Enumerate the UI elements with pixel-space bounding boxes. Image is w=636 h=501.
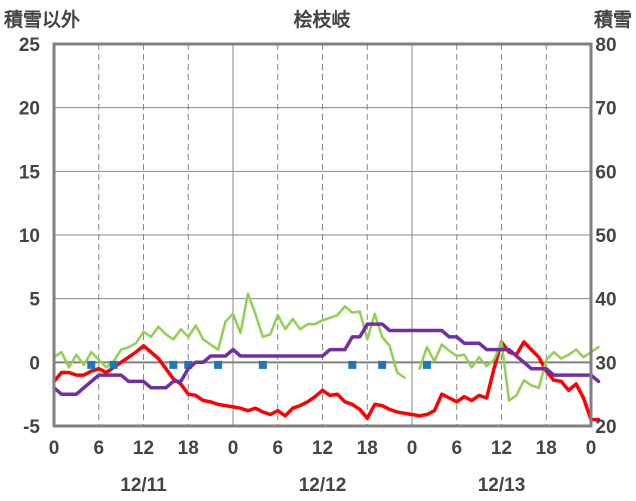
x-tick-label: 12 bbox=[133, 438, 154, 459]
x-tick-label: 12 bbox=[312, 438, 333, 459]
data-marker bbox=[258, 360, 267, 369]
x-tick-label: 0 bbox=[586, 438, 597, 459]
left-axis-ticks: -5 0 5 10 15 20 25 bbox=[19, 35, 41, 438]
date-label: 12/13 bbox=[478, 475, 526, 496]
right-tick-label: 20 bbox=[595, 417, 616, 438]
left-tick-label: 25 bbox=[19, 35, 41, 56]
data-marker bbox=[348, 360, 357, 369]
data-marker bbox=[184, 360, 193, 369]
right-tick-label: 70 bbox=[595, 99, 616, 120]
right-tick-label: 30 bbox=[595, 353, 616, 374]
data-marker bbox=[214, 360, 223, 369]
date-label: 12/11 bbox=[120, 475, 167, 496]
left-tick-label: 0 bbox=[29, 353, 40, 374]
series-line-3 bbox=[52, 322, 601, 396]
x-tick-label: 6 bbox=[272, 438, 283, 459]
data-marker bbox=[87, 360, 96, 369]
x-tick-label: 0 bbox=[49, 438, 60, 459]
series-layer bbox=[52, 292, 601, 422]
right-tick-label: 80 bbox=[595, 35, 616, 56]
left-axis-label: 積雪以外 bbox=[4, 8, 80, 31]
data-marker bbox=[422, 360, 431, 369]
x-tick-label: 0 bbox=[407, 438, 418, 459]
left-tick-label: -5 bbox=[23, 417, 40, 438]
x-tick-label: 12 bbox=[491, 438, 512, 459]
right-axis-label: 積雪 bbox=[594, 8, 632, 31]
date-label: 12/12 bbox=[299, 475, 347, 496]
plot-border bbox=[52, 42, 593, 428]
x-tick-label: 18 bbox=[536, 438, 557, 459]
date-labels: 12/11 12/12 12/13 bbox=[120, 475, 525, 496]
chart-title: 桧枝岐 bbox=[293, 8, 351, 31]
x-tick-label: 18 bbox=[357, 438, 378, 459]
left-tick-label: 10 bbox=[19, 226, 40, 247]
x-tick-label: 18 bbox=[178, 438, 199, 459]
x-tick-label: 6 bbox=[93, 438, 104, 459]
right-axis-ticks: 20 30 40 50 60 70 80 bbox=[595, 35, 616, 438]
x-tick-label: 6 bbox=[451, 438, 462, 459]
grid bbox=[54, 43, 591, 427]
right-tick-label: 40 bbox=[595, 290, 616, 311]
left-tick-label: 5 bbox=[29, 290, 40, 311]
series-line-1 bbox=[418, 340, 600, 402]
data-marker bbox=[378, 360, 387, 369]
data-marker bbox=[109, 360, 118, 369]
data-marker bbox=[169, 360, 178, 369]
left-tick-label: 15 bbox=[19, 162, 41, 183]
right-tick-label: 60 bbox=[595, 162, 616, 183]
left-tick-label: 20 bbox=[19, 99, 40, 120]
right-tick-label: 50 bbox=[595, 226, 616, 247]
plot-frame bbox=[52, 42, 593, 428]
x-axis-ticks: 0 6 12 18 0 6 12 18 0 6 12 18 0 bbox=[49, 438, 597, 459]
x-tick-label: 0 bbox=[228, 438, 239, 459]
